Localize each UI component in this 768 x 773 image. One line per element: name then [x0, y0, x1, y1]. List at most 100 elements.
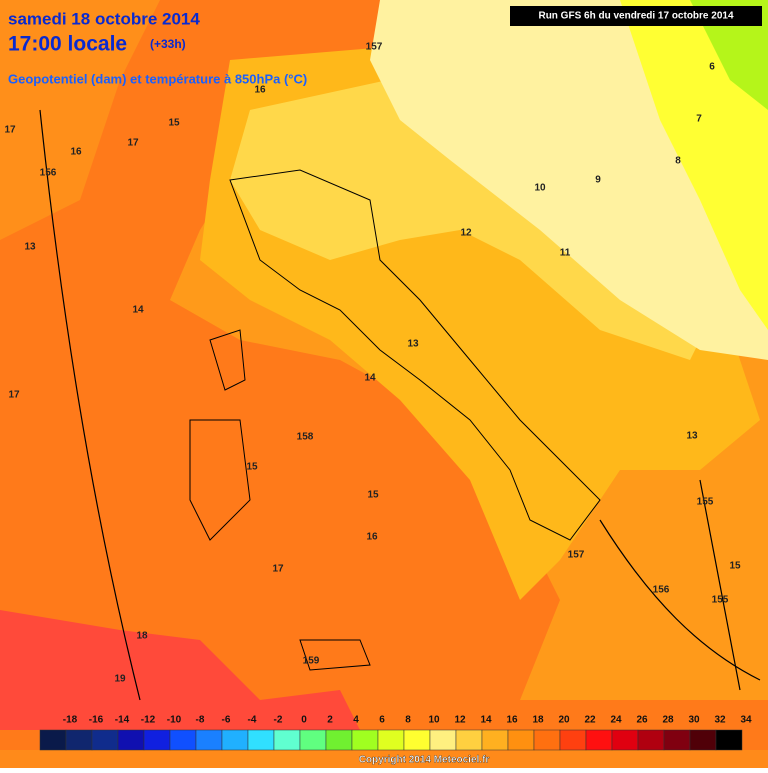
- colorbar-swatch: [455, 729, 483, 751]
- contour-label: 16: [254, 85, 266, 96]
- contour-label: 19: [114, 674, 126, 685]
- contour-label: 18: [136, 631, 148, 642]
- contour-label: 155: [697, 497, 714, 508]
- offset: (+33h): [150, 37, 186, 51]
- colorbar-swatch: [221, 729, 249, 751]
- contour-label: 6: [709, 62, 715, 73]
- contour-label: 17: [8, 390, 20, 401]
- colorbar-swatch: [533, 729, 561, 751]
- footer-band: [0, 750, 768, 768]
- colorbar-swatch: [715, 729, 743, 751]
- contour-label: 17: [127, 138, 139, 149]
- colorbar-swatch: [429, 729, 457, 751]
- colorbar-label: 28: [662, 715, 674, 726]
- colorbar-swatch: [559, 729, 587, 751]
- contour-label: 10: [534, 183, 546, 194]
- temp-field: [0, 610, 360, 730]
- contour-label: 156: [653, 585, 670, 596]
- contour-label: 8: [675, 156, 681, 167]
- colorbar-label: 8: [405, 715, 411, 726]
- colorbar-swatch: [39, 729, 67, 751]
- contour-label: 157: [568, 550, 585, 561]
- colorbar-label: 32: [714, 715, 726, 726]
- contour-label: 17: [272, 564, 284, 575]
- colorbar-swatch: [169, 729, 197, 751]
- colorbar-label: 12: [454, 715, 466, 726]
- colorbar-label: 6: [379, 715, 385, 726]
- contour-label: 157: [366, 42, 383, 53]
- colorbar-swatch: [637, 729, 665, 751]
- colorbar-label: 0: [301, 715, 307, 726]
- temp-field: [690, 0, 768, 110]
- colorbar-label: 24: [610, 715, 622, 726]
- colorbar-swatch: [299, 729, 327, 751]
- colorbar-label: -6: [222, 715, 231, 726]
- contour-label: 159: [303, 656, 320, 667]
- contour-label: 9: [595, 175, 601, 186]
- colorbar-label: -10: [167, 715, 182, 726]
- colorbar-label: 4: [353, 715, 359, 726]
- contour-label: 7: [696, 114, 702, 125]
- colorbar-label: 10: [428, 715, 440, 726]
- contour-label: 14: [132, 305, 144, 316]
- colorbar-swatch: [377, 729, 405, 751]
- colorbar-swatch: [403, 729, 431, 751]
- colorbar-label: 26: [636, 715, 648, 726]
- coastline: [189, 169, 601, 671]
- contour-label: 15: [367, 490, 379, 501]
- subtitle: Geopotentiel (dam) et température à 850h…: [8, 71, 307, 86]
- colorbar-label: 30: [688, 715, 700, 726]
- colorbar-swatch: [247, 729, 275, 751]
- contour-label: 14: [364, 373, 376, 384]
- contour-label: 17: [4, 125, 16, 136]
- colorbar-label: 18: [532, 715, 544, 726]
- colorbar-label: 22: [584, 715, 596, 726]
- contour-label: 16: [70, 147, 82, 158]
- colorbar-swatch: [689, 729, 717, 751]
- colorbar-swatch: [143, 729, 171, 751]
- contour-label: 158: [297, 432, 314, 443]
- contour-label: 13: [24, 242, 36, 253]
- contour-label: 155: [712, 595, 729, 606]
- colorbar-label: -14: [115, 715, 130, 726]
- contour-label: 156: [40, 168, 57, 179]
- colorbar-swatch: [611, 729, 639, 751]
- temp-field: [620, 0, 768, 330]
- copyright: Copyright 2014 Meteociel.fr: [359, 755, 490, 766]
- colorbar-label: 16: [506, 715, 518, 726]
- colorbar-swatch: [91, 729, 119, 751]
- contour-label: 15: [246, 462, 258, 473]
- colorbar-swatch: [585, 729, 613, 751]
- colorbar-label: 14: [480, 715, 492, 726]
- colorbar-swatch: [65, 729, 93, 751]
- contour-label: 11: [560, 248, 571, 259]
- colorbar-swatch: [351, 729, 379, 751]
- colorbar-label: -18: [63, 715, 78, 726]
- colorbar-label: -2: [274, 715, 283, 726]
- colorbar-label: -8: [196, 715, 205, 726]
- colorbar-label: 2: [327, 715, 333, 726]
- colorbar-label: -16: [89, 715, 104, 726]
- colorbar-swatch: [117, 729, 145, 751]
- run-box: [510, 6, 762, 26]
- temp-field: [0, 0, 160, 240]
- colorbar-swatch: [325, 729, 353, 751]
- contour-label: 13: [407, 339, 419, 350]
- contour-label: 15: [729, 561, 741, 572]
- colorbar-label: -4: [248, 715, 257, 726]
- colorbar-label: 34: [740, 715, 752, 726]
- colorbar-swatch: [481, 729, 509, 751]
- contour-label: 12: [460, 228, 472, 239]
- time: 17:00 locale: [8, 33, 127, 56]
- geopotential-contour: [39, 109, 761, 701]
- contour-label: 16: [366, 532, 378, 543]
- colorbar-label: 20: [558, 715, 570, 726]
- colorbar-swatch: [273, 729, 301, 751]
- date: samedi 18 octobre 2014: [8, 9, 200, 28]
- run-info: Run GFS 6h du vendredi 17 octobre 2014: [538, 11, 733, 22]
- colorbar-swatch: [507, 729, 535, 751]
- colorbar-swatch: [195, 729, 223, 751]
- colorbar-label: -12: [141, 715, 156, 726]
- colorbar-swatch: [663, 729, 691, 751]
- contour-label: 13: [686, 431, 698, 442]
